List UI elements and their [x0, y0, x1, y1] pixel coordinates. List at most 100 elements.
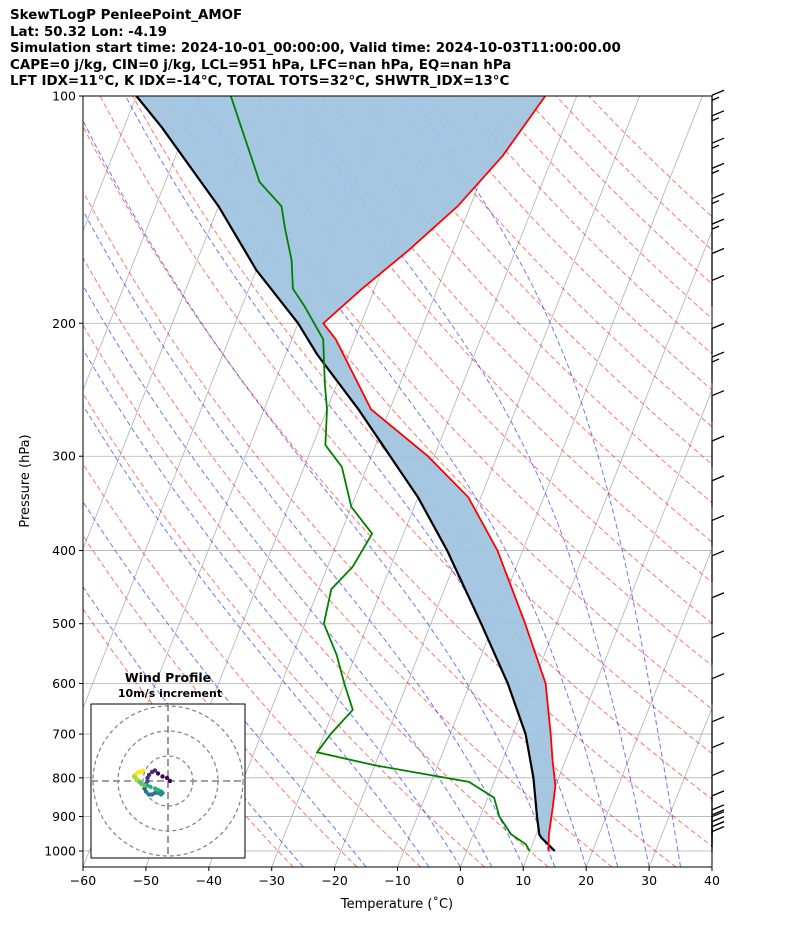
y-tick-label: 500 [52, 616, 76, 631]
wind-barb-flag [711, 809, 725, 816]
dry-adiabat-line [83, 190, 677, 867]
moist-adiabat-line [195, 96, 619, 867]
wind-barb-flag [711, 811, 725, 818]
wind-barb [711, 218, 725, 251]
time-line: Simulation start time: 2024-10-01_00:00:… [10, 41, 621, 57]
moist-adiabat-line [83, 284, 493, 867]
hodograph-point [152, 786, 158, 791]
y-axis-label: Pressure (hPa) [18, 434, 33, 527]
wind-barb-flag [711, 110, 725, 117]
x-tick-label: −50 [133, 873, 159, 888]
dry-adiabat-line [83, 125, 712, 847]
y-tick-label: 200 [52, 316, 76, 331]
wind-barb-flag [711, 390, 725, 397]
hodograph-point [155, 771, 161, 776]
wind-barb [711, 110, 725, 142]
dry-adiabat-line [555, 96, 712, 251]
dry-adiabat-line [83, 534, 358, 867]
wind-barb [711, 162, 725, 195]
wind-barb-flag [711, 816, 725, 823]
wind-barb-flag [711, 322, 725, 330]
wind-barb-flag [711, 475, 725, 482]
moist-adiabat-line [410, 96, 681, 867]
y-tick-label: 100 [52, 89, 76, 104]
wind-barb [711, 592, 725, 624]
wind-barb-half-flag [711, 169, 720, 174]
x-tick-label: 40 [704, 873, 720, 888]
indices-line-2: LFT IDX=11°C, K IDX=-14°C, TOTAL TOTS=32… [10, 74, 510, 90]
wind-barb [711, 769, 725, 802]
wind-barb [711, 716, 725, 748]
x-tick-label: −10 [384, 873, 410, 888]
wind-barb-flag [711, 192, 725, 200]
x-axis-label: Temperature (˚C) [340, 896, 453, 912]
wind-barb-flag [711, 716, 725, 723]
wind-barb-half-flag [711, 117, 720, 122]
moist-adiabat-line [287, 96, 650, 867]
wind-barb-flag [711, 821, 725, 828]
x-tick-label: 30 [641, 873, 657, 888]
wind-barb-flag [711, 742, 725, 749]
location-line: Lat: 50.32 Lon: -4.19 [10, 24, 167, 40]
wind-barb-flag [711, 804, 725, 811]
plot-area [0, 96, 712, 867]
isotherm-gridline [0, 96, 11, 867]
x-tick-label: 0 [456, 873, 464, 888]
isotherm-gridline [83, 96, 137, 233]
y-tick-label: 900 [52, 809, 76, 824]
y-tick-label: 300 [52, 449, 76, 464]
dry-adiabat-line [425, 96, 712, 391]
dry-adiabat-line [458, 96, 712, 355]
wind-barb [711, 475, 725, 507]
hodograph-inset: Wind Profile 10m/s increment [90, 670, 246, 859]
wind-barb [711, 89, 725, 122]
wind-barb [711, 632, 725, 664]
wind-barb [711, 390, 725, 422]
dry-adiabat-line [327, 96, 712, 504]
y-tick-label: 800 [52, 770, 76, 785]
moist-adiabat-line [83, 404, 430, 867]
dry-adiabat-line [99, 96, 712, 800]
dry-adiabat-line [295, 96, 712, 543]
x-tick-label: −60 [70, 873, 96, 888]
indices-line-1: CAPE=0 j/kg, CIN=0 j/kg, LCL=951 hPa, LF… [10, 57, 512, 73]
isotherm-gridline [585, 547, 712, 867]
chart-title: SkewTLogP PenleePoint_AMOF [10, 8, 243, 23]
hodograph-plot [91, 704, 245, 858]
x-tick-label: −40 [196, 873, 222, 888]
wind-barb-flag [711, 137, 725, 144]
dry-adiabat-line [262, 96, 712, 583]
isotherm-gridline [334, 96, 640, 867]
dry-adiabat-line [83, 324, 549, 867]
parcel-profile-line [135, 96, 556, 852]
temperature-line [322, 96, 557, 852]
wind-barb [711, 550, 725, 582]
isotherm-gridline [83, 96, 200, 392]
wind-barb-flag [711, 89, 725, 96]
dry-adiabat-line [523, 96, 712, 285]
wind-barb-flag [711, 769, 725, 777]
wind-barb [711, 192, 725, 225]
isotherm-gridline [648, 706, 712, 867]
wind-barb-half-flag [711, 144, 720, 149]
y-tick-label: 1000 [44, 844, 76, 859]
wind-barb-flag [711, 550, 725, 557]
wind-barb-half-flag [711, 225, 720, 230]
wind-barb-flag [711, 351, 725, 358]
isotherm-gridline [397, 96, 703, 867]
wind-barb-flag [711, 247, 725, 255]
hodograph-point [149, 769, 155, 775]
isotherm-gridline [522, 388, 712, 867]
wind-barb-flag [711, 673, 725, 680]
y-tick-label: 700 [52, 727, 76, 742]
wind-barb [711, 322, 725, 355]
moist-adiabat-line [83, 119, 556, 867]
isotherm-gridline [83, 96, 263, 551]
x-tick-label: 20 [578, 873, 594, 888]
dry-adiabat-line [588, 96, 712, 218]
wind-barb-flag [711, 632, 725, 639]
wind-barb [711, 742, 725, 774]
dry-adiabat-line [132, 96, 712, 755]
wind-barb-flag [711, 218, 725, 225]
